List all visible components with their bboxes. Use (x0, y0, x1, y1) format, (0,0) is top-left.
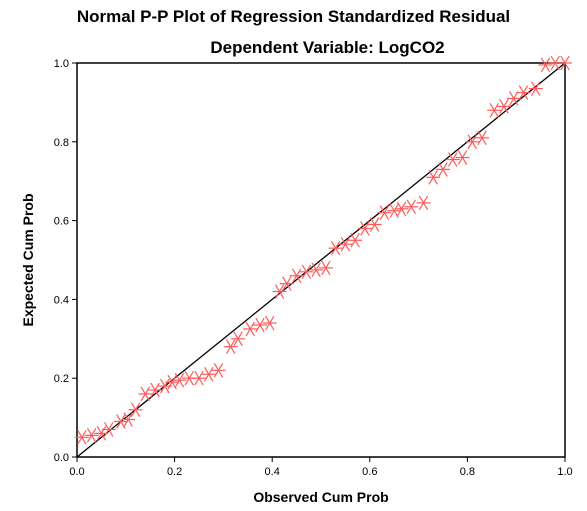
data-point (528, 81, 543, 96)
data-point (497, 99, 511, 114)
x-tick-label: 0.8 (460, 466, 475, 478)
data-point (404, 199, 419, 215)
data-point (328, 240, 343, 256)
data-point (338, 236, 353, 252)
y-axis-title: Expected Cum Prob (20, 193, 36, 326)
data-point (148, 382, 163, 398)
x-tick-label: 0.4 (265, 466, 280, 478)
data-point (299, 264, 314, 280)
data-point (516, 85, 531, 100)
data-point (506, 91, 521, 106)
chart-subtitle: Dependent Variable: LogCO2 (210, 38, 445, 57)
chart-title: Normal P-P Plot of Regression Standardiz… (76, 7, 511, 26)
data-point (253, 317, 267, 333)
data-point (377, 205, 392, 221)
data-point (445, 152, 460, 167)
x-tick-label: 0.0 (69, 466, 84, 478)
data-point (74, 429, 89, 445)
data-point (223, 339, 238, 354)
data-point (436, 162, 450, 177)
reference-line (76, 62, 566, 458)
data-point (211, 363, 226, 378)
data-point (121, 412, 136, 427)
data-point (465, 134, 480, 150)
data-point (289, 268, 304, 284)
y-tick-label: 0.6 (54, 216, 69, 228)
data-point (416, 195, 431, 211)
x-axis-title: Observed Cum Prob (253, 489, 388, 505)
x-tick-label: 0.6 (362, 466, 377, 478)
data-point (455, 150, 470, 165)
data-point (357, 221, 372, 236)
data-point (394, 201, 409, 217)
data-point (243, 321, 258, 337)
data-point (201, 366, 216, 382)
x-tick-label: 0.2 (167, 466, 182, 478)
y-tick-label: 0.4 (54, 294, 69, 306)
data-point (231, 331, 246, 347)
x-tick-label: 1.0 (557, 466, 572, 478)
reference-line-layer (76, 62, 566, 458)
data-point (138, 386, 153, 402)
data-point (487, 102, 502, 118)
data-point (558, 55, 572, 71)
data-point (348, 232, 363, 248)
y-tick-label: 0.8 (54, 137, 69, 149)
data-point (172, 372, 187, 388)
y-tick-label: 1.0 (54, 58, 69, 70)
data-point (192, 370, 206, 386)
data-point (318, 260, 333, 276)
data-point (262, 315, 277, 331)
data-points (74, 55, 572, 445)
axis-ticks: 0.0 0.2 0.4 0.6 0.8 1.0 0.0 0.2 0.4 0.6 0.8 1.0 (54, 58, 573, 478)
data-point (101, 422, 116, 437)
y-tick-label: 0.0 (54, 452, 69, 464)
data-point (538, 57, 553, 73)
data-point (367, 217, 382, 232)
data-point (279, 276, 294, 291)
data-point (426, 169, 441, 185)
data-point (84, 428, 99, 443)
data-point (475, 130, 490, 146)
y-tick-label: 0.2 (54, 373, 69, 385)
data-point (128, 402, 143, 418)
data-point (309, 262, 324, 278)
data-point (272, 284, 287, 299)
